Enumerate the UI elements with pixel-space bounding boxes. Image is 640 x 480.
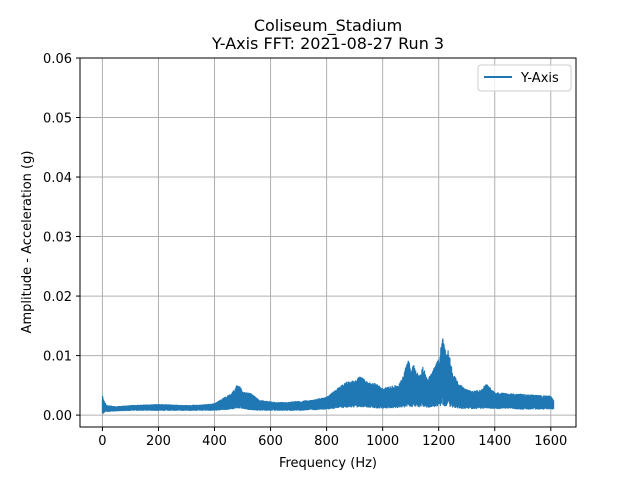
x-tick-label: 200 bbox=[146, 434, 171, 449]
x-tick-label: 600 bbox=[258, 434, 283, 449]
y-tick-label: 0.04 bbox=[43, 171, 72, 186]
chart-subtitle: Y-Axis FFT: 2021-08-27 Run 3 bbox=[211, 34, 444, 53]
axes-frame bbox=[79, 57, 577, 428]
x-tick-label: 0 bbox=[98, 434, 106, 449]
legend-box bbox=[477, 64, 572, 92]
legend: Y-Axis bbox=[477, 64, 572, 92]
chart-title: Coliseum_Stadium bbox=[254, 16, 402, 36]
legend-label: Y-Axis bbox=[520, 71, 559, 86]
y-tick-label: 0.01 bbox=[43, 350, 72, 365]
x-tick-label: 400 bbox=[202, 434, 227, 449]
x-axis: 0 200 400 600 800 1000 1200 1400 1600 bbox=[98, 427, 567, 449]
x-tick-label: 1600 bbox=[534, 434, 567, 449]
y-axis: 0.00 0.01 0.02 0.03 0.04 0.05 0.06 bbox=[43, 52, 80, 424]
y-tick-label: 0.03 bbox=[43, 231, 72, 246]
grid bbox=[80, 57, 576, 427]
x-axis-label: Frequency (Hz) bbox=[279, 456, 377, 471]
y-tick-label: 0.00 bbox=[43, 409, 72, 424]
y-tick-label: 0.05 bbox=[43, 112, 72, 127]
y-tick-label: 0.02 bbox=[43, 290, 72, 305]
x-tick-label: 1200 bbox=[422, 434, 455, 449]
y-tick-label: 0.06 bbox=[43, 52, 72, 67]
x-tick-label: 1000 bbox=[366, 434, 399, 449]
series-line-y-axis bbox=[101, 338, 555, 415]
x-tick-label: 800 bbox=[314, 434, 339, 449]
plot-area bbox=[101, 338, 555, 415]
y-axis-label: Amplitude - Acceleration (g) bbox=[20, 151, 35, 334]
x-tick-label: 1400 bbox=[478, 434, 511, 449]
